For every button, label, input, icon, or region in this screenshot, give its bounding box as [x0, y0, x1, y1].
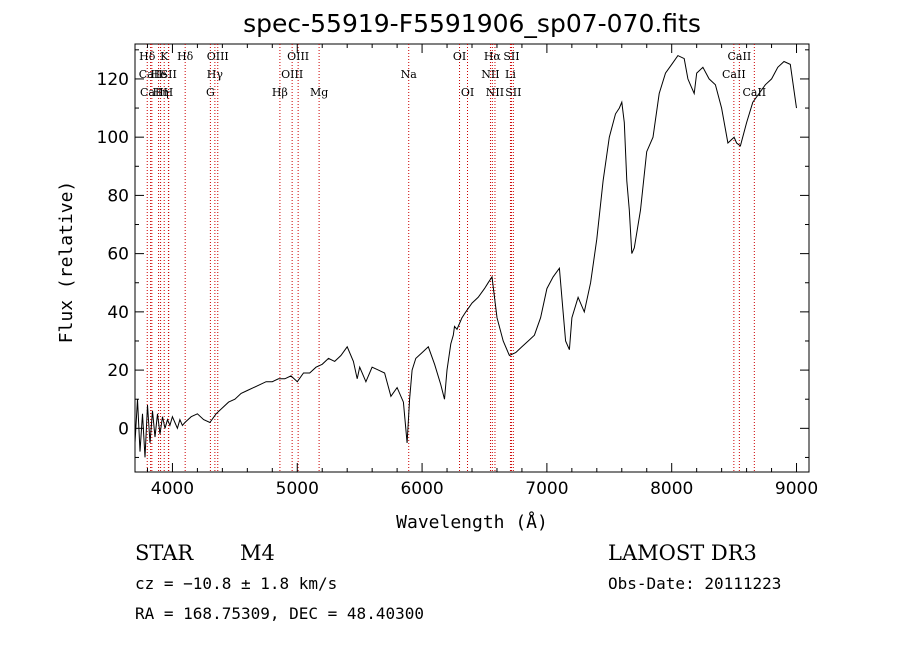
survey-name: LAMOST DR3 — [608, 541, 757, 565]
y-tick-label: 80 — [107, 186, 129, 206]
line-label: Hη — [152, 86, 168, 99]
line-label: OIII — [207, 50, 229, 63]
line-label: Na — [401, 68, 418, 81]
obs-date: Obs-Date: 20111223 — [608, 574, 781, 593]
line-marker-group — [146, 44, 755, 472]
line-label: CaII — [722, 68, 746, 81]
line-label: Li — [505, 68, 516, 81]
line-label: Hβ — [272, 86, 288, 99]
y-tick-label: 20 — [107, 361, 129, 381]
y-tick-label: 120 — [97, 70, 129, 90]
chart-title: spec-55919-F5591906_sp07-070.fits — [243, 9, 701, 38]
object-class: STAR — [135, 541, 194, 565]
line-label: Hδ — [139, 50, 156, 63]
line-label: He — [151, 68, 167, 81]
y-tick-label: 60 — [107, 245, 129, 265]
x-axis-ticks: 4000 5000 6000 7000 8000 9000 — [146, 44, 818, 499]
ra-dec: RA = 168.75309, DEC = 48.40300 — [135, 604, 424, 623]
line-label: H — [164, 86, 174, 99]
y-tick-label: 40 — [107, 303, 129, 323]
line-label: OI — [453, 50, 466, 63]
x-tick-label: 5000 — [276, 479, 319, 499]
line-label: OI — [461, 86, 474, 99]
line-label: SII — [503, 50, 519, 63]
y-axis-label: Flux (relative) — [56, 181, 77, 344]
x-tick-label: 4000 — [151, 479, 194, 499]
line-label: SII — [161, 68, 177, 81]
line-label: NII — [486, 86, 504, 99]
x-tick-label: 8000 — [650, 479, 693, 499]
subclass: M4 — [240, 541, 275, 565]
line-label: NII — [481, 68, 499, 81]
line-label: SII — [505, 86, 521, 99]
x-tick-label: 7000 — [525, 479, 568, 499]
redshift-cz: cz = −10.8 ± 1.8 km/s — [135, 574, 337, 593]
line-label: Hα — [484, 50, 502, 63]
line-label: CaII — [140, 86, 164, 99]
x-tick-label: 6000 — [400, 479, 443, 499]
line-label: Mg — [310, 86, 328, 99]
y-tick-label: 0 — [118, 419, 129, 439]
spectrum-line — [134, 54, 797, 458]
y-axis-ticks: 0 20 40 60 80 100 120 — [97, 49, 809, 458]
line-label: CaII — [139, 68, 163, 81]
line-label: K — [160, 50, 169, 63]
line-label: CaII — [742, 86, 766, 99]
line-label: CaII — [728, 50, 752, 63]
line-label: OIII — [281, 68, 303, 81]
plot-frame — [134, 43, 810, 473]
line-label: G — [206, 86, 215, 99]
y-tick-label: 100 — [97, 128, 129, 148]
line-label: OIII — [287, 50, 309, 63]
x-tick-label: 9000 — [775, 479, 818, 499]
x-axis-label: Wavelength (Å) — [396, 511, 548, 533]
line-label: Hγ — [207, 68, 224, 81]
line-label: Hδ — [177, 50, 194, 63]
